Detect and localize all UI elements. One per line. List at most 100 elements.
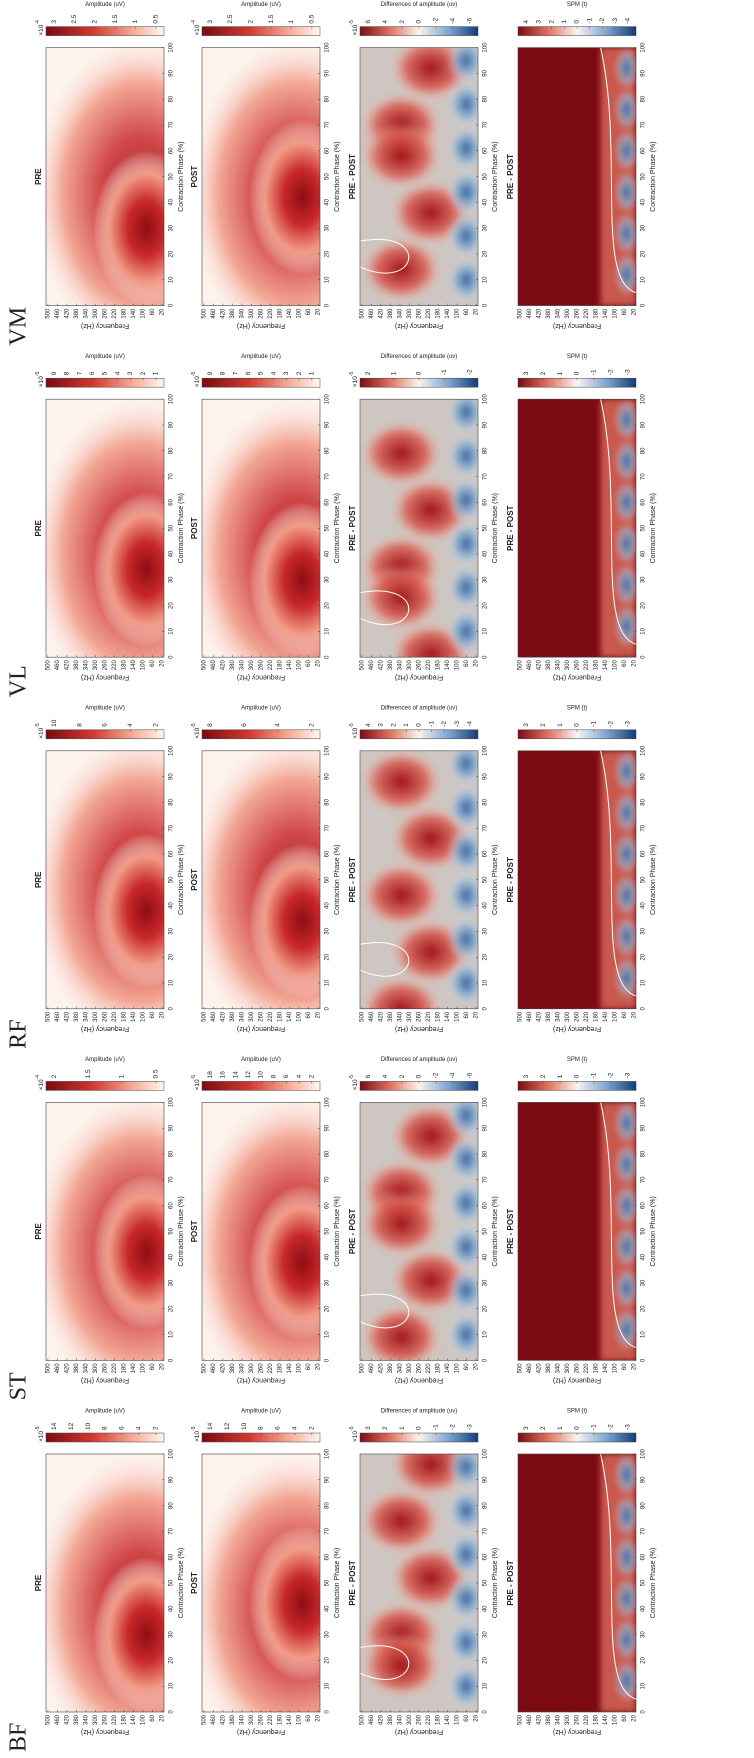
colorbar-label: Differences of amplitude (uv) — [381, 2, 458, 8]
y-tick-label: 500 — [517, 1714, 523, 1725]
y-tick-label: 380 — [388, 308, 394, 319]
y-tick-label: 180 — [278, 660, 284, 671]
y-tick-label: 300 — [93, 1363, 99, 1374]
y-tick-label: 100 — [613, 1714, 619, 1725]
x-tick-label: 70 — [169, 824, 175, 831]
heatmap-blob — [447, 520, 478, 567]
x-tick-label: 70 — [641, 473, 647, 480]
colorbar-tick-label: 3 — [523, 1074, 530, 1078]
heatmap — [360, 1454, 478, 1712]
colorbar-multiplier: ×10-4 — [191, 20, 200, 36]
x-tick-label: 90 — [483, 1476, 489, 1483]
y-tick-label: 180 — [122, 1011, 128, 1022]
contour — [600, 399, 636, 645]
colorbar-tick-label: -2 — [599, 17, 606, 23]
heatmap-blob — [360, 419, 443, 487]
y-tick-label: 460 — [211, 1363, 217, 1374]
x-tick-label: 80 — [325, 95, 331, 102]
heatmap-blob — [360, 122, 443, 190]
colorbar-tick-label: 1.5 — [112, 14, 119, 23]
colorbar-tick-label: 3 — [523, 1426, 530, 1430]
colorbar-tick-label: -2 — [441, 721, 448, 727]
y-axis-label: Frequency (Hz) — [395, 673, 443, 680]
y-tick-label: 380 — [230, 1363, 236, 1374]
colorbar-tick-label: 6 — [102, 723, 109, 727]
heatmap-blob — [614, 1536, 636, 1578]
y-tick-label: 100 — [141, 1714, 147, 1725]
colorbar-tick-label: 0 — [574, 723, 581, 727]
colorbar-tick-label: 3 — [207, 20, 214, 24]
multiplier-base: ×10 — [194, 1431, 201, 1442]
y-tick-label: 100 — [297, 1363, 303, 1374]
y-tick-label: 260 — [575, 1714, 581, 1725]
muscle-label: BF — [6, 1723, 32, 1752]
x-tick-label: 100 — [169, 42, 175, 53]
x-tick-label: 80 — [169, 1150, 175, 1157]
x-tick-label: 100 — [641, 394, 647, 405]
y-tick-label: 220 — [584, 1011, 590, 1022]
multiplier-power: -5 — [191, 723, 197, 728]
heatmap-blob — [447, 399, 478, 436]
y-tick-label: 20 — [316, 660, 322, 667]
heatmap-blob — [447, 212, 478, 260]
y-tick-label: 60 — [150, 308, 156, 315]
colorbar-tick-label: 8 — [64, 371, 71, 375]
y-tick-label: 60 — [306, 660, 312, 667]
y-tick-label: 20 — [474, 1714, 480, 1721]
y-tick-label: 340 — [84, 660, 90, 671]
contour — [360, 239, 410, 274]
x-tick-label: 30 — [483, 576, 489, 583]
x-tick-label: 50 — [641, 1227, 647, 1234]
colorbar-tick-label: 2 — [399, 1074, 406, 1078]
y-tick-label: 500 — [517, 1363, 523, 1374]
x-tick-label: 60 — [325, 1202, 331, 1209]
y-tick-label: 300 — [93, 1011, 99, 1022]
panel-title: POST — [190, 1572, 199, 1594]
y-tick-label: 380 — [546, 1363, 552, 1374]
colorbar-tick-label: -1 — [428, 721, 435, 727]
colorbar-tick-label: -2 — [433, 17, 440, 23]
x-tick-label: 60 — [483, 1553, 489, 1560]
y-tick-label: 340 — [556, 1011, 562, 1022]
y-tick-label: 180 — [594, 660, 600, 671]
y-tick-label: 300 — [565, 660, 571, 671]
x-tick-label: 30 — [325, 1631, 331, 1638]
heatmap — [46, 399, 164, 658]
heatmap-blob — [447, 1454, 478, 1491]
x-tick-label: 10 — [169, 979, 175, 986]
x-tick-label: 40 — [641, 902, 647, 909]
x-tick-label: 90 — [169, 773, 175, 780]
y-tick-label: 340 — [240, 308, 246, 319]
y-tick-label: 340 — [84, 1714, 90, 1725]
heatmap-blob — [447, 1662, 478, 1710]
heatmap-blob — [360, 1632, 443, 1700]
multiplier-base: ×10 — [352, 24, 359, 35]
colorbar-tick-label: 2 — [309, 1426, 316, 1430]
x-tick-label: 30 — [641, 576, 647, 583]
colorbar-tick-label: 2.5 — [71, 14, 78, 23]
x-tick-label: 20 — [325, 602, 331, 609]
x-tick-label: 30 — [169, 224, 175, 231]
y-tick-label: 380 — [230, 308, 236, 319]
y-tick-label: 20 — [632, 308, 638, 315]
heatmap — [46, 1454, 164, 1712]
y-tick-label: 20 — [316, 1714, 322, 1721]
y-tick-label: 180 — [278, 1714, 284, 1725]
colorbar-tick-label: -4 — [467, 721, 474, 727]
x-tick-label: 60 — [641, 850, 647, 857]
x-axis-label: Contraction Phase (%) — [334, 141, 341, 211]
x-tick-label: 100 — [641, 42, 647, 53]
y-tick-label: 380 — [230, 660, 236, 671]
x-tick-label: 100 — [169, 1448, 175, 1459]
y-tick-label: 140 — [131, 660, 137, 671]
heatmap-core — [249, 1184, 320, 1340]
y-tick-label: 460 — [527, 1714, 533, 1725]
x-tick-label: 10 — [325, 1682, 331, 1689]
colorbar-tick-label: 3 — [51, 20, 58, 24]
x-tick-label: 0 — [325, 1358, 331, 1362]
